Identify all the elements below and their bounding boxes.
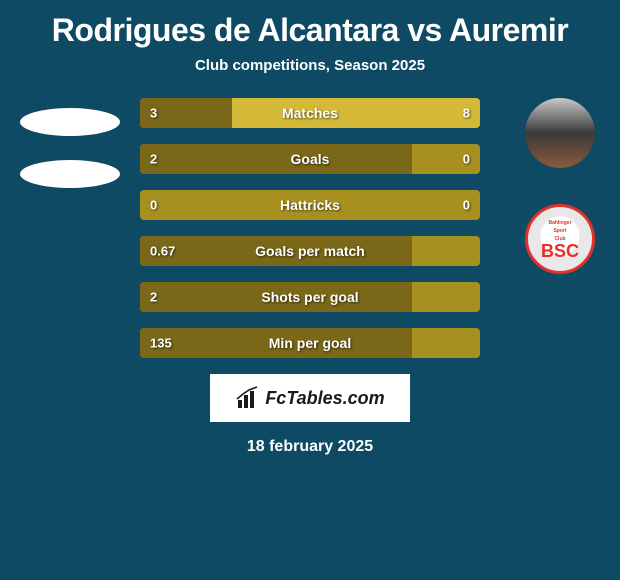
stat-bar: Goals 2 0 <box>140 144 480 174</box>
club-placeholder-icon <box>20 160 120 188</box>
stat-bar: Goals per match 0.67 <box>140 236 480 266</box>
bar-value-right: 0 <box>463 152 470 167</box>
bar-value-left: 135 <box>150 336 172 351</box>
bar-fill-left <box>140 144 412 174</box>
bar-value-left: 0.67 <box>150 244 175 259</box>
club-logo-text: BahlingerSportClub BSC <box>541 218 579 260</box>
bar-value-right: 0 <box>463 198 470 213</box>
brand-badge: FcTables.com <box>210 374 410 422</box>
stat-bar: Shots per goal 2 <box>140 282 480 312</box>
left-avatars <box>10 98 130 212</box>
bar-value-left: 0 <box>150 198 157 213</box>
stats-bars: Matches 3 8 Goals 2 0 Hattricks 0 0 Goals per mat… <box>140 98 480 358</box>
bar-label: Hattricks <box>280 197 340 213</box>
stat-bar: Matches 3 8 <box>140 98 480 128</box>
bar-value-right: 8 <box>463 106 470 121</box>
club-logo: BahlingerSportClub BSC <box>525 204 595 274</box>
date-text: 18 february 2025 <box>0 438 620 456</box>
bar-label: Goals per match <box>255 243 365 259</box>
bar-value-left: 2 <box>150 290 157 305</box>
comparison-content: BahlingerSportClub BSC Matches38Goals20H… <box>0 98 620 456</box>
player-placeholder-icon <box>20 108 120 136</box>
stat-bar: Min per goal 135 <box>140 328 480 358</box>
bar-label: Min per goal <box>269 335 351 351</box>
brand-text: FcTables.com <box>265 388 384 409</box>
bar-label: Matches <box>282 105 338 121</box>
right-avatars: BahlingerSportClub BSC <box>510 98 610 310</box>
bar-label: Shots per goal <box>261 289 358 305</box>
bar-fill-right <box>232 98 480 128</box>
subtitle: Club competitions, Season 2025 <box>0 57 620 74</box>
player-photo <box>525 98 595 168</box>
bar-value-left: 2 <box>150 152 157 167</box>
bar-value-left: 3 <box>150 106 157 121</box>
brand-chart-icon <box>235 385 261 411</box>
bar-label: Goals <box>291 151 330 167</box>
page-title: Rodrigues de Alcantara vs Auremir <box>0 0 620 49</box>
stat-bar: Hattricks 0 0 <box>140 190 480 220</box>
